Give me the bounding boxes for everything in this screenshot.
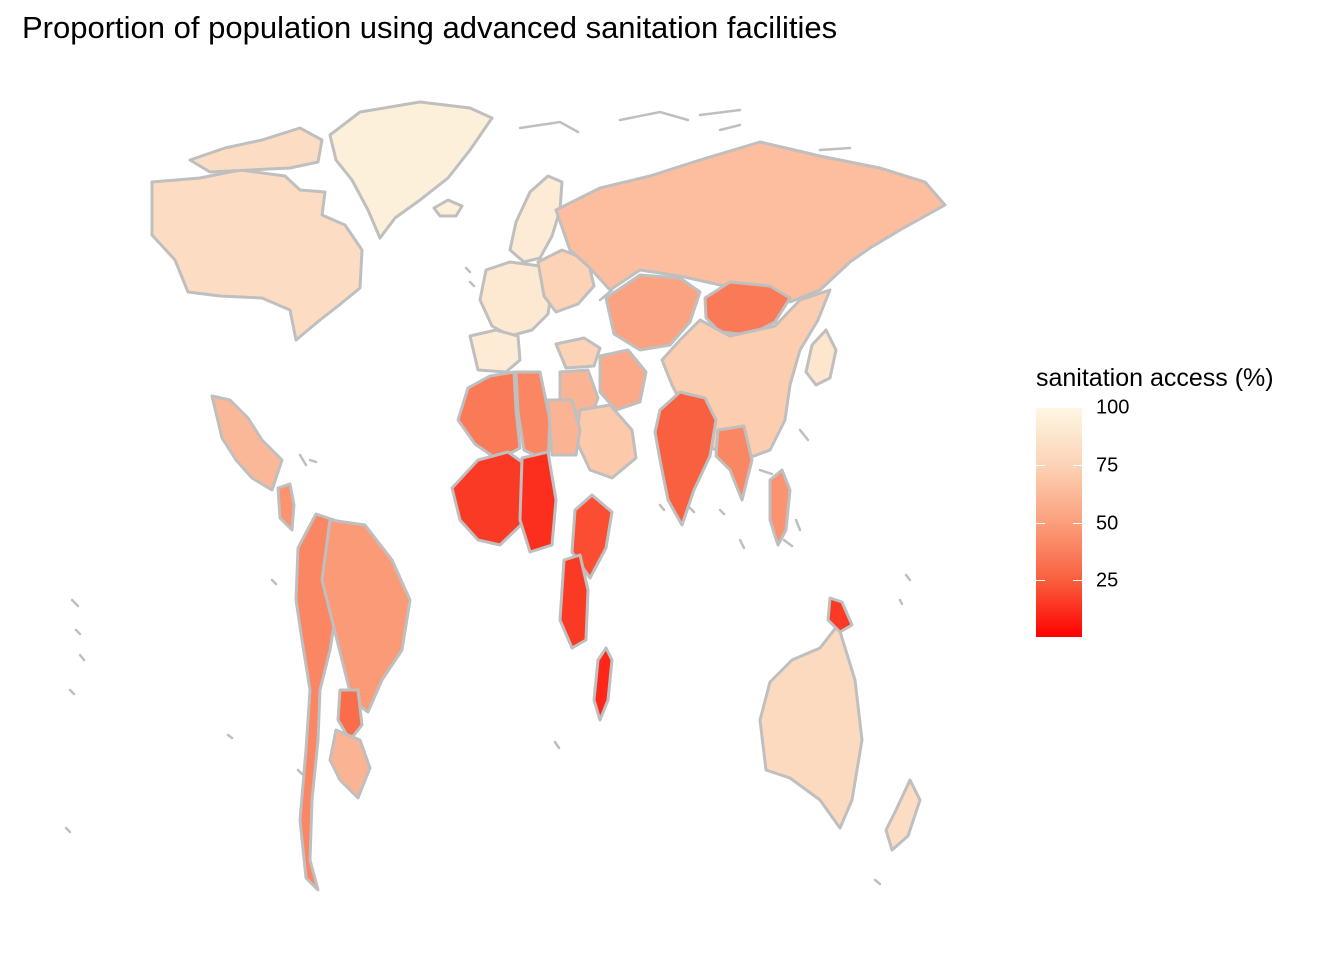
region-papua-new-guinea [826,596,854,634]
island-outline [798,428,810,442]
region-mongolia [703,280,792,337]
region-iran [598,348,648,412]
island-outline [688,506,696,514]
legend-color-bar [1036,408,1082,637]
island-outline [818,146,852,152]
island-outline [64,826,72,834]
island-outline [296,768,304,776]
island-outline [794,518,802,532]
island-outline [873,878,882,886]
region-southern-cone [328,728,372,800]
island-outline [226,733,234,740]
region-southern-africa [558,553,590,650]
region-paraguay [336,688,364,742]
island-outline [68,688,76,696]
island-outline [718,508,726,516]
island-outline [618,110,690,122]
region-madagascar [592,646,614,722]
legend-title: sanitation access (%) [1036,364,1274,392]
region-japan [804,328,838,387]
region-turkey [554,336,602,370]
island-outline [738,538,746,550]
region-kazakhstan [604,273,702,352]
region-mexico [210,394,284,492]
island-outline [598,288,614,302]
island-outline [718,123,742,132]
region-central-africa [518,450,558,554]
region-arctic-islands [188,126,324,174]
island-outline [782,538,794,548]
region-india [653,390,718,527]
island-outline [270,578,278,586]
island-outline [898,598,904,606]
region-iberia [468,328,522,374]
region-west-africa [450,450,528,547]
region-russia [554,140,947,304]
region-greenland [328,100,494,240]
world-map [64,100,947,892]
region-eastern-europe [536,248,596,314]
island-outline [70,598,80,608]
region-new-zealand [884,778,922,852]
region-western-europe [478,260,554,338]
island-outline [758,468,774,476]
region-iceland [432,198,464,218]
island-outline [298,453,308,467]
region-australia [758,623,864,830]
island-outline [74,628,82,636]
region-southeast-asia [714,424,754,502]
region-scandinavia [508,174,564,264]
region-canada [150,168,364,342]
region-brazil [320,518,412,714]
legend: sanitation access (%) 100 75 50 25 [1036,364,1336,654]
island-outline [464,266,472,274]
island-outline [308,458,318,464]
island-outline [78,653,86,662]
island-outline [553,740,561,750]
region-north-africa-west [456,370,522,462]
legend-tick-label: 50 [1096,512,1119,535]
legend-tick-label: 25 [1096,569,1119,592]
region-egypt [546,398,582,457]
island-outline [904,573,912,582]
legend-tick-label: 75 [1096,454,1119,477]
region-central-america [276,482,296,532]
island-outline [468,280,476,288]
island-outline [698,108,742,117]
chart-title: Proportion of population using advanced … [22,10,838,45]
region-indonesia [768,468,792,547]
legend-tick-label: 100 [1096,396,1130,419]
island-outline [658,503,666,512]
region-arabia [574,403,638,480]
island-outline [518,120,580,134]
